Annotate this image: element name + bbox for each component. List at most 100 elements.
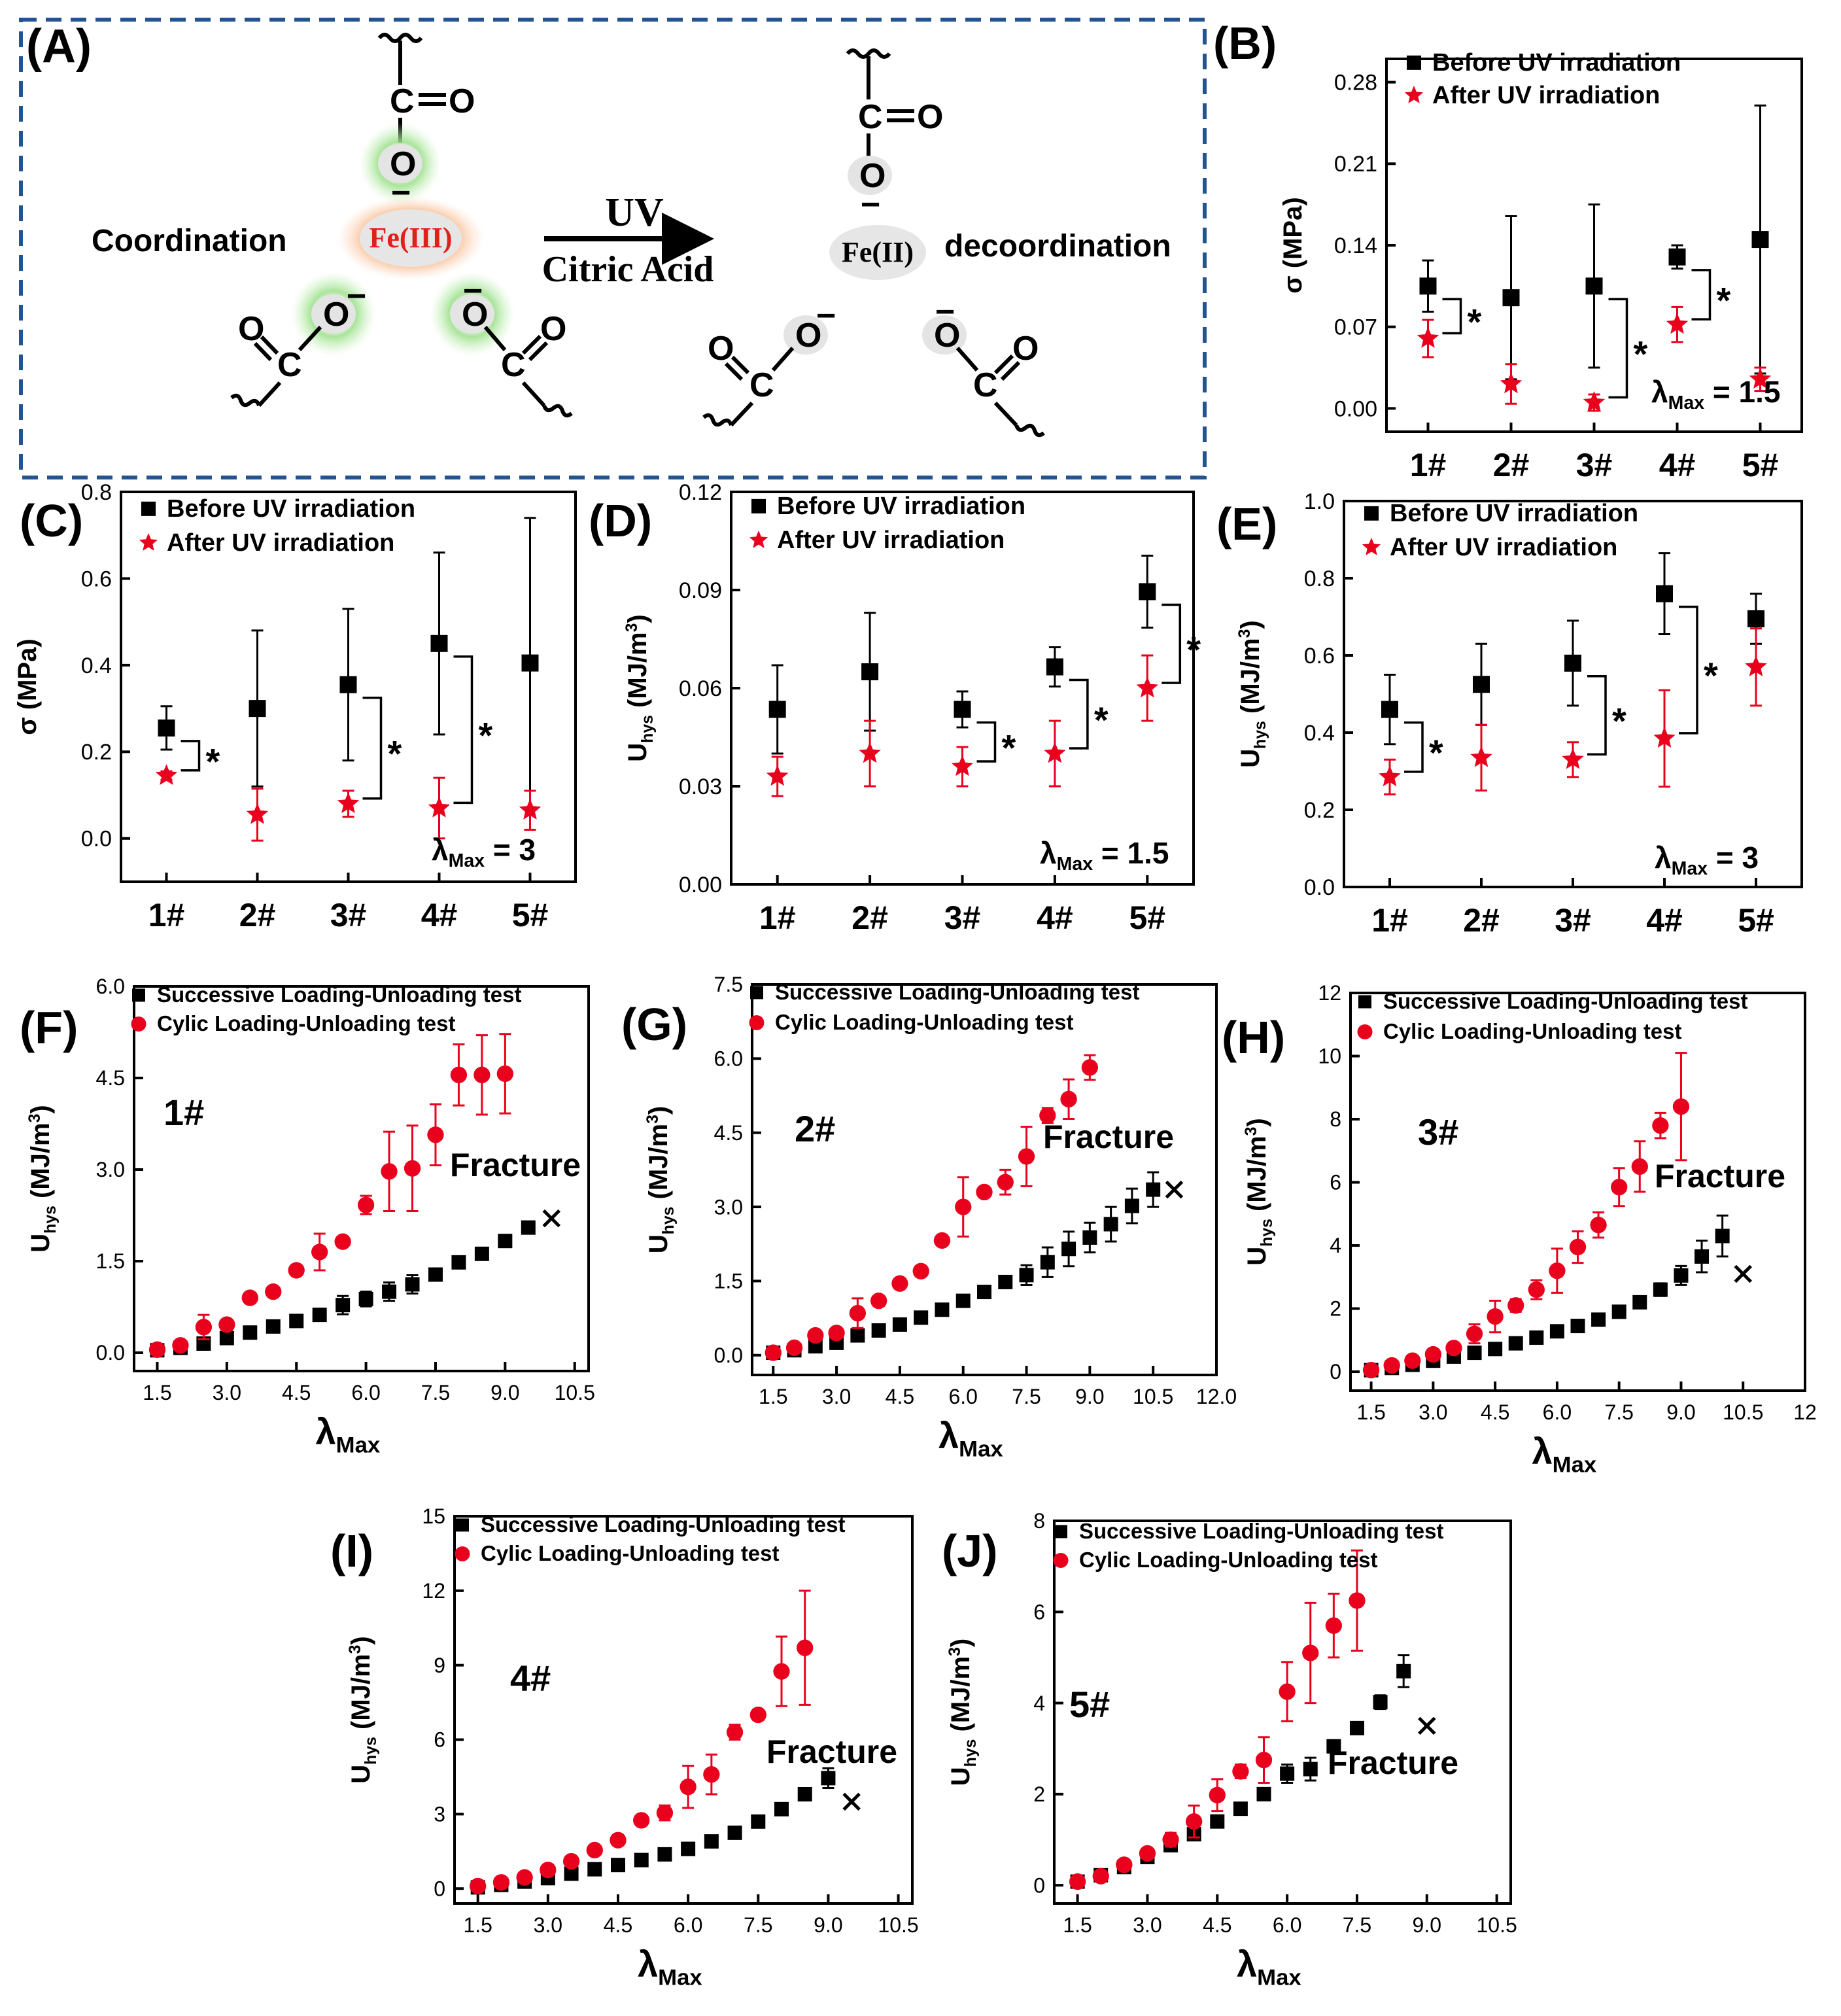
series-red (155, 764, 542, 842)
chart-panels: (B)0.000.070.140.210.281# 2# 3# 4# 5#σ (MPa)… (13, 18, 1817, 1990)
y-tick-label: 3.0 (714, 1195, 743, 1219)
x-category-label: 4# (1646, 902, 1683, 939)
y-tick-label: 4.5 (714, 1121, 743, 1145)
y-tick-label: 0.8 (1304, 566, 1335, 591)
y-axis-label: Uhys (MJ/m3) (946, 1639, 980, 1786)
series-red (765, 1054, 1099, 1361)
circle-marker (516, 1869, 533, 1886)
x-category-label: 2# (1493, 447, 1530, 483)
y-tick-label: 0.03 (679, 774, 722, 799)
star-marker (1470, 746, 1492, 767)
square-marker (850, 1328, 865, 1343)
y-tick-label: 0.6 (81, 566, 112, 591)
wavy-bond (1014, 423, 1045, 438)
fe3-label: Fe(III) (369, 222, 452, 254)
citric-acid-label: Citric Acid (542, 249, 714, 290)
bottom-right-carboxylate-right: O − C O (922, 293, 1045, 438)
circle-marker (450, 1066, 468, 1083)
square-marker (998, 1274, 1013, 1289)
circle-marker (1362, 1361, 1380, 1379)
circle-marker (427, 1126, 444, 1143)
plot-frame (751, 983, 1218, 1376)
square-marker (405, 1277, 420, 1292)
y-axis-label: Uhys (MJ/m3) (644, 1106, 678, 1253)
double-bond (260, 335, 279, 355)
square-marker (892, 1317, 907, 1332)
significance-bracket (1679, 605, 1698, 735)
x-tick-label: 6.0 (1273, 1913, 1301, 1937)
circle-marker (470, 1877, 487, 1895)
circle-marker (540, 1862, 557, 1879)
bottom-left-carboxylate: O − C O (230, 272, 375, 408)
circle-marker (1383, 1357, 1400, 1374)
x-category-label: 4# (1037, 899, 1073, 936)
minus-sign: − (861, 186, 880, 224)
square-marker (1349, 1720, 1364, 1735)
carbon-atom: C (749, 366, 774, 404)
x-category-label: 5# (1738, 902, 1774, 939)
square-marker (1139, 583, 1156, 600)
y-tick-label: 6.0 (714, 1047, 743, 1071)
series-red (1069, 1549, 1366, 1890)
x-tick-label: 1.5 (759, 1385, 787, 1408)
x-tick-label: 7.5 (744, 1913, 772, 1937)
series-red (766, 654, 1158, 797)
wavy-bond (377, 33, 423, 43)
circle-marker (749, 1706, 766, 1724)
fe2-shade (829, 225, 926, 280)
oxygen-shade (848, 156, 892, 195)
x-tick-label: 3.0 (1133, 1913, 1161, 1937)
y-tick-label: 0.0 (81, 827, 112, 852)
square-marker (1611, 1304, 1626, 1319)
square-marker (1653, 1282, 1668, 1297)
square-marker (521, 654, 539, 672)
x-tick-label: 4.5 (604, 1913, 632, 1937)
oxygen-atom: O (934, 317, 960, 355)
square-marker (1508, 1336, 1523, 1351)
y-tick-label: 8 (1330, 1107, 1341, 1131)
lambda-annotation: λMax = 3 (432, 833, 536, 871)
y-tick-label: 6 (1330, 1171, 1341, 1194)
x-category-label: 3# (944, 899, 981, 936)
y-tick-label: 0.28 (1334, 71, 1377, 96)
plot-frame (453, 1515, 914, 1905)
fracture-label: Fracture (766, 1733, 897, 1770)
plot-frame (1349, 992, 1806, 1392)
y-tick-label: 0 (1033, 1873, 1045, 1897)
bond (298, 325, 322, 352)
y-tick-label: 0.0 (96, 1341, 125, 1364)
square-marker (312, 1308, 327, 1323)
significance-bracket (1691, 269, 1712, 321)
x-tick-label: 6.0 (1543, 1400, 1572, 1424)
y-axis-label: σ (MPa) (1279, 197, 1307, 293)
circle-marker (1069, 1873, 1086, 1890)
circle-marker (1357, 1024, 1373, 1039)
plot-frame (133, 985, 590, 1372)
circle-marker (288, 1262, 305, 1279)
legend-entry: After UV irradiation (167, 529, 394, 557)
circle-marker (680, 1778, 697, 1796)
square-marker (1280, 1766, 1295, 1781)
y-tick-label: 10 (1318, 1045, 1341, 1068)
circle-marker (1507, 1297, 1524, 1314)
circle-marker (933, 1232, 951, 1249)
double-bond (1000, 360, 1021, 381)
circle-marker (1445, 1340, 1462, 1357)
circle-marker (807, 1327, 824, 1344)
top-carboxylate-left: C O O − (360, 33, 475, 212)
y-tick-label: 7.5 (714, 973, 743, 996)
circle-marker (1279, 1683, 1296, 1700)
square-marker (634, 1852, 649, 1868)
wavy-bond (846, 48, 891, 59)
bottom-right-carboxylate: O − C O (430, 272, 573, 418)
x-tick-label: 7.5 (421, 1381, 450, 1404)
star-marker (1500, 372, 1523, 394)
x-category-label: 2# (239, 897, 276, 933)
y-tick-label: 15 (422, 1504, 445, 1528)
y-axis-label: Uhys (MJ/m3) (26, 1105, 60, 1252)
significance-bracket (1442, 298, 1462, 335)
square-marker (289, 1313, 304, 1329)
x-tick-label: 9.0 (1075, 1385, 1104, 1408)
circle-marker (828, 1325, 845, 1342)
square-marker (1585, 277, 1603, 295)
